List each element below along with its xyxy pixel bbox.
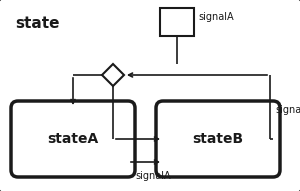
FancyBboxPatch shape bbox=[156, 101, 280, 177]
FancyBboxPatch shape bbox=[11, 101, 135, 177]
Text: signalA: signalA bbox=[198, 12, 234, 22]
Polygon shape bbox=[102, 64, 124, 86]
Text: signalA: signalA bbox=[136, 171, 171, 181]
Text: stateA: stateA bbox=[47, 132, 99, 146]
Text: state: state bbox=[15, 16, 59, 31]
Bar bbox=[160, 8, 194, 36]
Text: signalA: signalA bbox=[275, 105, 300, 115]
Text: stateB: stateB bbox=[192, 132, 244, 146]
